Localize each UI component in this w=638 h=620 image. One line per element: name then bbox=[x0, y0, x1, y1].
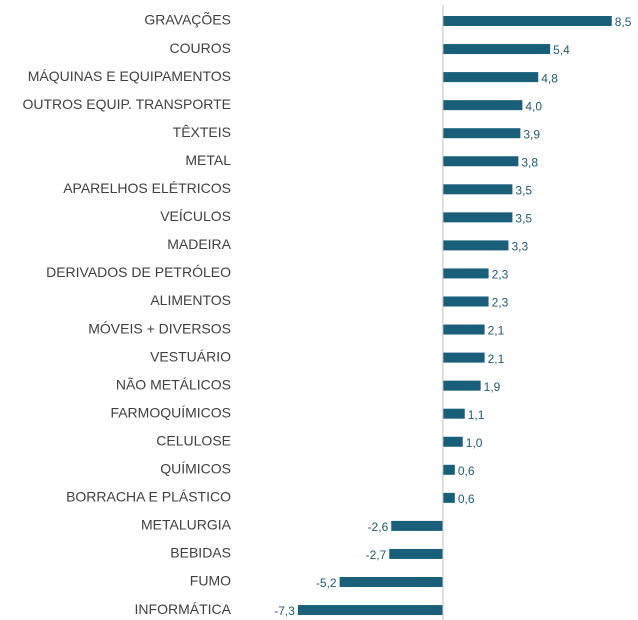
value-label: -7,3 bbox=[274, 604, 295, 618]
value-label: 3,8 bbox=[521, 155, 538, 169]
bar bbox=[442, 408, 465, 419]
bar bbox=[442, 72, 539, 83]
value-label: -2,6 bbox=[368, 520, 389, 534]
category-label: MÁQUINAS E EQUIPAMENTOS bbox=[28, 68, 231, 84]
value-label: 8,5 bbox=[615, 15, 632, 29]
category-label: INFORMÁTICA bbox=[135, 601, 232, 617]
bar bbox=[442, 16, 612, 26]
bar bbox=[442, 296, 489, 307]
value-label: 1,9 bbox=[484, 380, 501, 394]
category-label: ALIMENTOS bbox=[150, 292, 231, 308]
bar bbox=[389, 548, 443, 559]
bar bbox=[442, 324, 485, 335]
category-label: METAL bbox=[185, 152, 231, 168]
category-label: QUÍMICOS bbox=[160, 461, 231, 477]
value-label: 1,0 bbox=[466, 436, 483, 450]
category-label: MADEIRA bbox=[167, 236, 231, 252]
category-label: GRAVAÇÕES bbox=[144, 12, 231, 28]
category-label: MÓVEIS + DIVERSOS bbox=[88, 320, 231, 336]
value-label: 4,0 bbox=[525, 99, 542, 113]
value-label: -2,7 bbox=[366, 548, 387, 562]
bar bbox=[442, 128, 521, 139]
value-label: 3,5 bbox=[515, 183, 532, 197]
bar bbox=[442, 240, 509, 251]
bar bbox=[442, 492, 455, 503]
value-label: 0,6 bbox=[458, 492, 475, 506]
category-label: METALURGIA bbox=[141, 517, 232, 533]
category-label: OUTROS EQUIP. TRANSPORTE bbox=[23, 96, 232, 112]
category-label: VEÍCULOS bbox=[160, 208, 231, 224]
value-label: 2,1 bbox=[488, 324, 505, 338]
bar bbox=[391, 520, 443, 531]
bar bbox=[442, 436, 463, 447]
value-label: 3,3 bbox=[511, 240, 528, 254]
value-label: 2,1 bbox=[488, 352, 505, 366]
category-label: COUROS bbox=[170, 40, 231, 56]
value-label: -5,2 bbox=[316, 576, 337, 590]
bar bbox=[442, 156, 519, 167]
category-label: VESTUÁRIO bbox=[150, 348, 231, 364]
bar bbox=[442, 380, 481, 391]
category-label: BEBIDAS bbox=[170, 545, 231, 561]
category-label: DERIVADOS DE PETRÓLEO bbox=[46, 264, 231, 280]
bar bbox=[442, 352, 485, 363]
category-label: FARMOQUÍMICOS bbox=[110, 404, 231, 420]
bar bbox=[297, 605, 443, 616]
bar bbox=[442, 44, 551, 55]
value-label: 3,9 bbox=[523, 127, 540, 141]
value-label: 1,1 bbox=[468, 408, 485, 422]
bar bbox=[442, 268, 489, 279]
bar bbox=[339, 577, 443, 587]
value-label: 5,4 bbox=[553, 43, 570, 57]
value-label: 0,6 bbox=[458, 464, 475, 478]
bar bbox=[442, 100, 523, 111]
value-label: 2,3 bbox=[492, 296, 509, 310]
category-label: FUMO bbox=[190, 573, 231, 589]
category-label: TÊXTEIS bbox=[173, 124, 231, 140]
category-label: CELULOSE bbox=[156, 432, 231, 448]
value-label: 4,8 bbox=[541, 71, 558, 85]
bar bbox=[442, 184, 513, 195]
category-label: NÃO METÁLICOS bbox=[116, 376, 231, 392]
bar bbox=[442, 464, 455, 475]
category-label: BORRACHA E PLÁSTICO bbox=[66, 489, 231, 505]
value-label: 3,5 bbox=[515, 212, 532, 226]
bar bbox=[442, 212, 513, 223]
category-label: APARELHOS ELÉTRICOS bbox=[63, 180, 231, 196]
value-label: 2,3 bbox=[492, 268, 509, 282]
